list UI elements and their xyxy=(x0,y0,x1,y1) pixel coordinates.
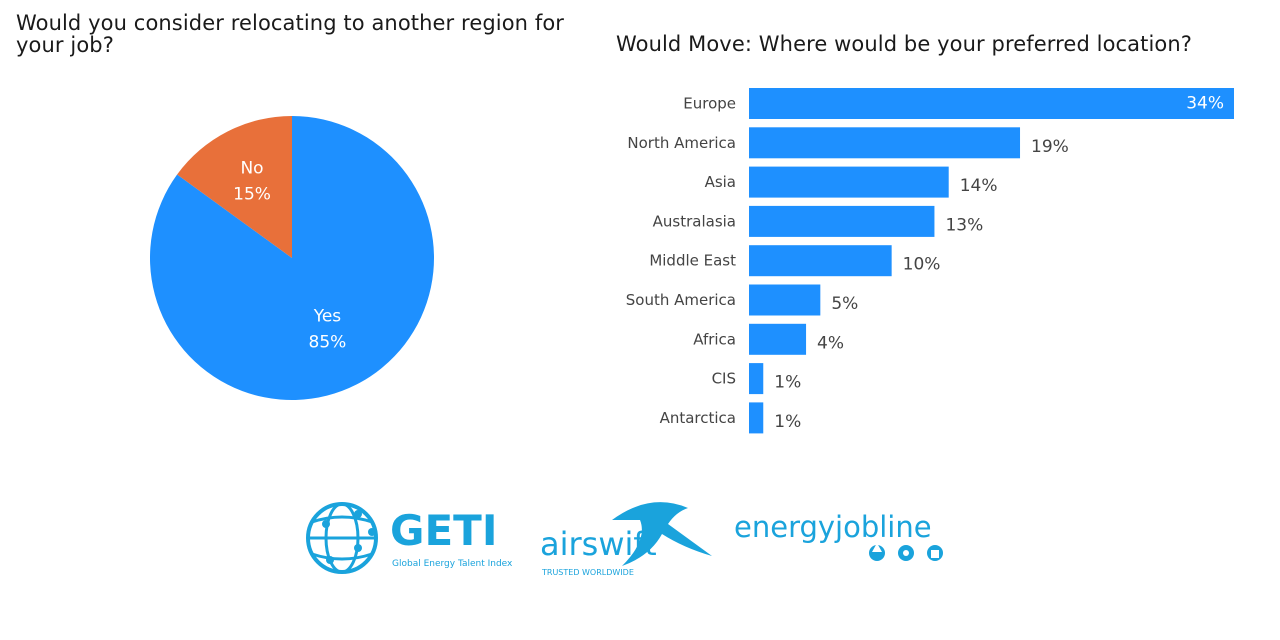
bar-category-africa: Africa xyxy=(693,330,736,348)
airswift-tagline: TRUSTED WORLDWIDE xyxy=(541,568,634,577)
bar-category-europe: Europe xyxy=(683,95,736,113)
energyjobline-wordmark: energyjobline xyxy=(734,510,932,544)
bar-category-asia: Asia xyxy=(705,173,736,191)
energy-sector-icons xyxy=(869,543,943,561)
bar-category-cis: CIS xyxy=(712,370,736,388)
pie-label-yes: Yes xyxy=(313,307,342,327)
bar-cis xyxy=(749,363,764,395)
bar-value-australasia: 13% xyxy=(945,215,983,235)
bar-value-asia: 14% xyxy=(960,176,998,196)
bar-value-antarctica: 1% xyxy=(774,412,801,432)
pie-slice-no xyxy=(177,116,292,258)
bar-category-middle-east: Middle East xyxy=(649,252,736,270)
bar-europe xyxy=(749,88,1234,119)
swift-bird-icon xyxy=(612,502,712,566)
geti-wordmark: GETI xyxy=(390,506,497,555)
bar-value-cis: 1% xyxy=(774,373,801,393)
bar-middle-east xyxy=(749,245,892,277)
bar-value-middle-east: 10% xyxy=(903,255,941,275)
energyjobline-logo: energyjobline xyxy=(734,510,943,561)
pie-label-no: No xyxy=(240,159,263,179)
bar-chart-title: Would Move: Where would be your preferre… xyxy=(616,32,1193,56)
bar-north-america xyxy=(749,127,1021,159)
pie-chart-title: Would you consider relocating to another… xyxy=(16,11,565,57)
bar-asia xyxy=(749,166,949,198)
pie-value-no: 15% xyxy=(233,185,271,205)
bar-value-africa: 4% xyxy=(817,333,844,353)
bar-value-south-america: 5% xyxy=(831,294,858,314)
airswift-logo: airswift TRUSTED WORLDWIDE xyxy=(540,502,712,577)
bar-value-north-america: 19% xyxy=(1031,137,1069,157)
airswift-wordmark: airswift xyxy=(540,525,657,563)
bar-antarctica xyxy=(749,402,764,434)
bar-value-europe: 34% xyxy=(1186,94,1224,114)
bar-australasia xyxy=(749,205,935,237)
bar-category-antarctica: Antarctica xyxy=(660,409,736,427)
bar-category-south-america: South America xyxy=(626,291,736,309)
bar-south-america xyxy=(749,284,821,316)
pie-value-yes: 85% xyxy=(309,333,347,353)
bar-category-australasia: Australasia xyxy=(653,212,736,230)
bar-category-north-america: North America xyxy=(627,134,736,152)
pie-chart: Yes 85% No 15% xyxy=(150,116,434,400)
bar-chart: Europe 34% North America 19% Asia 14% Australa… xyxy=(626,88,1234,434)
geti-tagline: Global Energy Talent Index xyxy=(392,559,513,569)
geti-logo: GETI Global Energy Talent Index xyxy=(306,502,513,574)
bar-africa xyxy=(749,323,807,355)
globe-icon xyxy=(306,502,378,574)
